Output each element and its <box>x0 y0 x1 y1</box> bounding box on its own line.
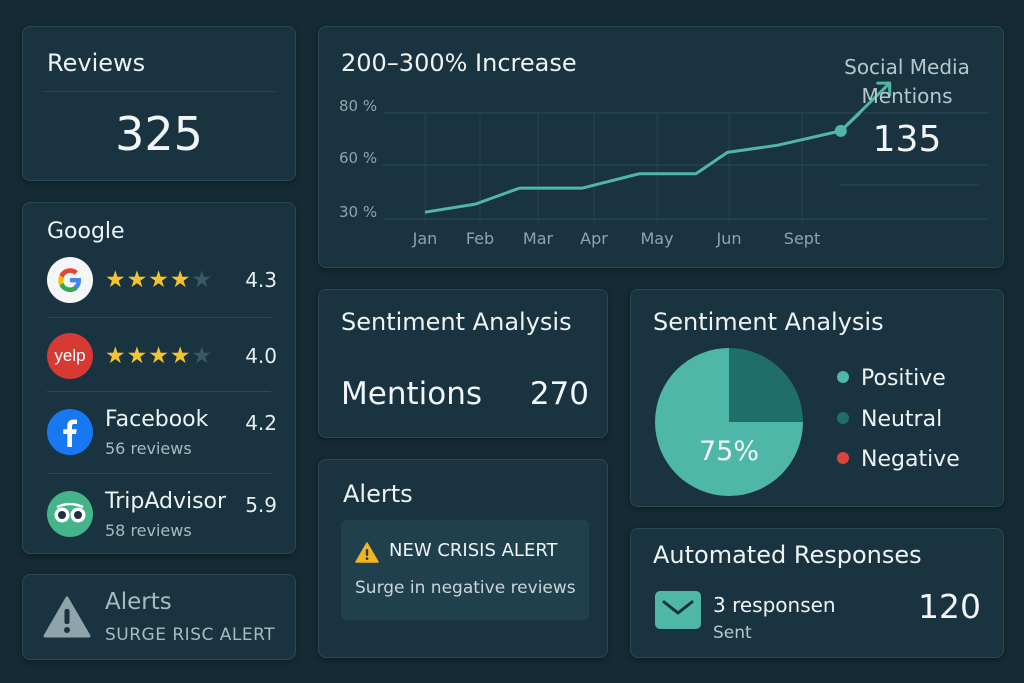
platform-row-facebook[interactable]: Facebook 56 reviews 4.2 <box>23 401 295 461</box>
google-icon <box>47 257 93 303</box>
responses-count-label: 3 responsen <box>713 593 836 617</box>
platforms-title: Google <box>47 219 125 244</box>
row-divider <box>47 391 271 392</box>
star-rating: ★★★★★ <box>105 267 214 293</box>
social-media-label: Social Media Mentions <box>829 53 985 111</box>
series-line <box>424 112 861 214</box>
pie-slice-neutral <box>729 348 803 422</box>
mail-icon <box>655 591 701 629</box>
surge-alert-card[interactable]: Alerts SURGE RISC ALERT <box>22 574 296 660</box>
x-tick-label: May <box>640 229 673 248</box>
platform-name: Facebook <box>105 407 209 432</box>
alert-text: SURGE RISC ALERT <box>105 625 276 645</box>
y-tick-label: 30 % <box>339 203 377 221</box>
y-tick-label: 60 % <box>339 149 377 167</box>
rating-value: 4.3 <box>245 268 277 292</box>
social-media-label-line1: Social Media <box>844 55 970 79</box>
social-media-value: 135 <box>872 119 942 160</box>
sentiment-pie-chart <box>655 348 803 496</box>
responses-sent-label: Sent <box>713 623 752 643</box>
tripadvisor-icon <box>47 491 93 537</box>
chart-title: 200–300% Increase <box>341 49 577 77</box>
sentiment-mentions-card: Sentiment Analysis Mentions 270 <box>318 289 608 438</box>
reviews-count: 325 <box>115 107 203 161</box>
platform-name: TripAdvisor <box>105 489 227 514</box>
crisis-alert-box[interactable]: NEW CRISIS ALERT Surge in negative revie… <box>341 520 589 620</box>
automated-responses-card: Automated Responses 3 responsen Sent 120 <box>630 528 1004 658</box>
x-tick-label: Sept <box>784 229 820 248</box>
mentions-label: Mentions <box>341 376 482 412</box>
platform-ratings-card: Google ★★★★★ 4.3 yelp ★★★★★ 4.0 <box>22 202 296 554</box>
rating-value: 5.9 <box>245 493 277 517</box>
trend-arrow-shaft <box>839 81 891 133</box>
negative-dot-icon <box>837 452 849 464</box>
platform-row-tripadvisor[interactable]: TripAdvisor 58 reviews 5.9 <box>23 483 295 543</box>
warning-icon <box>43 596 91 638</box>
reviews-card: Reviews 325 <box>22 26 296 181</box>
platform-row-yelp[interactable]: yelp ★★★★★ 4.0 <box>23 325 295 385</box>
legend-label: Negative <box>861 447 960 472</box>
pie-center-label: 75% <box>698 436 759 467</box>
yelp-icon: yelp <box>47 333 93 379</box>
legend-neutral: Neutral <box>837 407 942 432</box>
reviews-title: Reviews <box>47 49 146 77</box>
x-tick-label: Mar <box>523 229 554 248</box>
responses-value: 120 <box>918 587 981 626</box>
star-rating: ★★★★★ <box>105 343 214 369</box>
alerts-title: Alerts <box>105 589 172 615</box>
crisis-headline: NEW CRISIS ALERT <box>389 540 558 561</box>
mentions-chart-card: 200–300% Increase 30 % 60 % 80 % Jan Feb Mar A… <box>318 26 1004 268</box>
trend-arrow-icon <box>876 81 892 97</box>
x-tick-label: Jun <box>716 229 742 248</box>
y-tick-label: 80 % <box>339 97 377 115</box>
line-chart: 30 % 60 % 80 % Jan Feb Mar Apr May Jun Sept <box>339 81 989 248</box>
warning-icon <box>355 542 379 563</box>
platform-review-count: 56 reviews <box>105 439 192 458</box>
platform-review-count: 58 reviews <box>105 521 192 540</box>
positive-dot-icon <box>837 371 849 383</box>
automated-title: Automated Responses <box>653 541 922 569</box>
x-tick-label: Feb <box>466 229 494 248</box>
legend-label: Neutral <box>861 407 943 432</box>
x-tick-label: Jan <box>412 229 438 248</box>
neutral-dot-icon <box>837 412 849 424</box>
platform-row-google[interactable]: ★★★★★ 4.3 <box>23 249 295 309</box>
sentiment-pie-card: Sentiment Analysis 75% Positive Neutral … <box>630 289 1004 507</box>
sentiment-pie-title: Sentiment Analysis <box>653 308 884 336</box>
alerts-card: Alerts NEW CRISIS ALERT Surge in negativ… <box>318 459 608 658</box>
legend-label: Positive <box>861 366 946 391</box>
rating-value: 4.0 <box>245 344 277 368</box>
mentions-value: 270 <box>529 376 589 412</box>
divider <box>43 91 275 92</box>
social-media-label-line2: Mentions <box>861 84 953 108</box>
facebook-icon <box>47 409 93 455</box>
crisis-message: Surge in negative reviews <box>355 578 576 598</box>
row-divider <box>47 317 271 318</box>
legend-positive: Positive <box>837 366 946 391</box>
rating-value: 4.2 <box>245 411 277 435</box>
alerts-title: Alerts <box>343 480 413 508</box>
row-divider <box>47 473 271 474</box>
x-tick-label: Apr <box>580 229 608 248</box>
legend-negative: Negative <box>837 447 960 472</box>
sentiment-title: Sentiment Analysis <box>341 308 572 336</box>
yelp-logo-text: yelp <box>54 346 86 365</box>
